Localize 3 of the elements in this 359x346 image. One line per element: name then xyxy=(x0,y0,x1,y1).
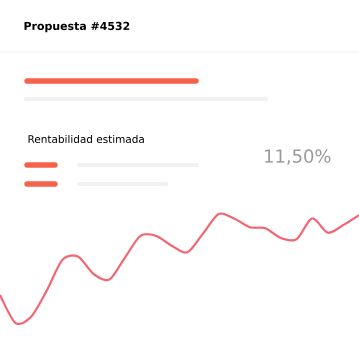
text: Rentabilidad estimada xyxy=(28,134,144,144)
chart-title: Propuesta #4532 xyxy=(24,22,130,32)
text: 11,50% xyxy=(265,149,330,165)
